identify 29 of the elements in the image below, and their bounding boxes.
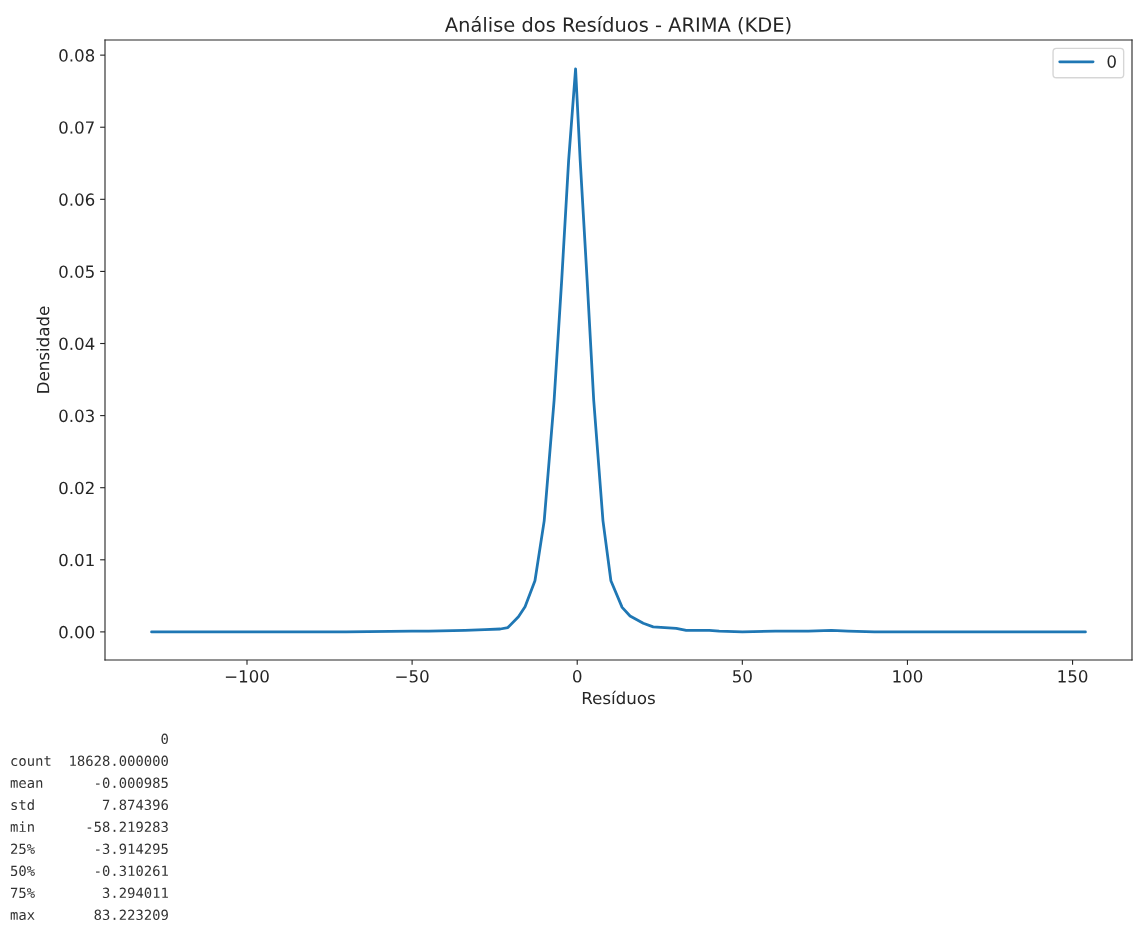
text: 25% -3.914295	[11, 843, 168, 855]
x-tick-label: 150	[1058, 670, 1088, 683]
text: min -58.219283	[10, 821, 168, 833]
text: count 18628.000000	[11, 755, 168, 767]
y-tick-label: 0.05	[59, 265, 94, 278]
y-axis-title: Densidade	[36, 306, 50, 393]
x-tick-label: 0	[573, 670, 582, 683]
y-tick-label: 0.06	[59, 193, 95, 206]
y-tick-label: 0.00	[59, 625, 95, 639]
x-tick-label: 100	[893, 670, 923, 683]
legend-label: 0	[1107, 55, 1116, 68]
text: mean -0.000985	[10, 777, 168, 789]
text: max 83.223209	[10, 909, 168, 921]
y-tick-label: 0.03	[59, 409, 94, 423]
line-series	[150, 67, 1087, 634]
text: 75% 3.294011	[10, 887, 168, 899]
text: std 7.874396	[11, 799, 168, 811]
x-tick-label: 50	[733, 670, 752, 683]
text: 50% -0.310261	[10, 865, 168, 877]
y-tick-label: 0.04	[59, 337, 95, 351]
y-tick-label: 0.07	[59, 121, 94, 134]
text: 0	[161, 733, 168, 745]
y-tick-label: 0.02	[59, 481, 94, 495]
x-tick-label: −100	[225, 670, 269, 683]
chart-title: Análise dos Resíduos - ARIMA (KDE)	[444, 16, 791, 35]
x-tick-label: −50	[396, 670, 429, 683]
y-tick-label: 0.08	[59, 49, 95, 62]
x-axis-title: Resíduos	[582, 690, 655, 705]
y-tick-label: 0.01	[59, 553, 94, 567]
